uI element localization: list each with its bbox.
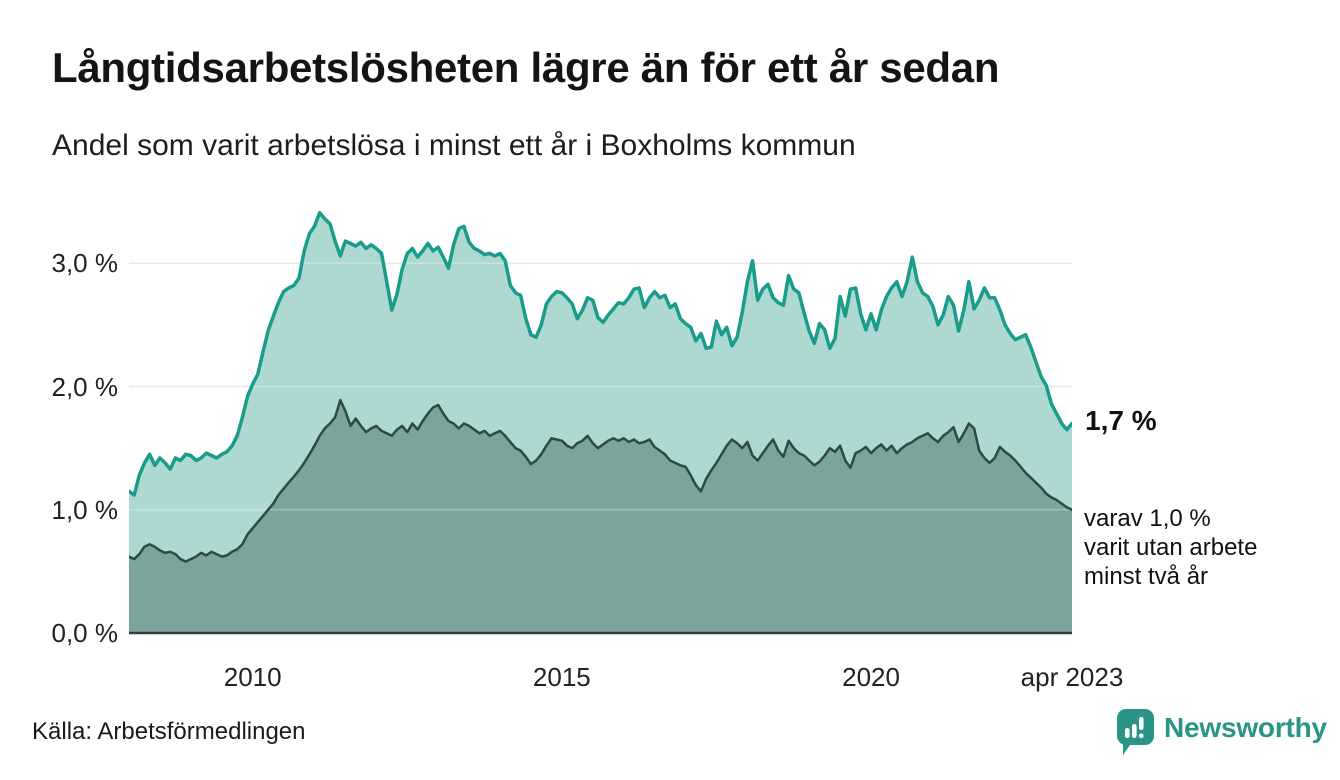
- latest-value-annotation: 1,7 %: [1085, 405, 1157, 437]
- newsworthy-wordmark: Newsworthy: [1164, 712, 1327, 743]
- two-year-annotation-line: varav 1,0 %: [1084, 504, 1211, 532]
- page-title: Långtidsarbetslösheten lägre än för ett …: [52, 44, 1000, 91]
- two-year-annotation-line: varit utan arbete: [1084, 533, 1258, 561]
- two-year-annotation-line: minst två år: [1084, 562, 1209, 590]
- x-axis-tick-label: 2015: [532, 662, 591, 692]
- y-axis-tick-label: 1,0 %: [51, 494, 119, 525]
- newsworthy-logo: Newsworthy: [1117, 709, 1327, 756]
- x-axis-tick-label: 2020: [842, 662, 900, 692]
- source-note: Källa: Arbetsförmedlingen: [32, 718, 306, 745]
- y-axis-tick-label: 3,0 %: [51, 248, 119, 279]
- area-chart-svg: [129, 210, 1072, 635]
- x-axis-tick-label: apr 2023: [1020, 662, 1124, 692]
- y-axis-tick-label: 0,0 %: [51, 618, 119, 648]
- two-year-annotation: varav 1,0 % varit utan arbete minst två …: [1084, 504, 1257, 591]
- x-axis-tick-label: 2010: [223, 662, 282, 692]
- page-subtitle: Andel som varit arbetslösa i minst ett å…: [52, 129, 856, 162]
- y-axis-tick-label: 2,0 %: [51, 371, 119, 402]
- newsworthy-icon: [1117, 709, 1154, 755]
